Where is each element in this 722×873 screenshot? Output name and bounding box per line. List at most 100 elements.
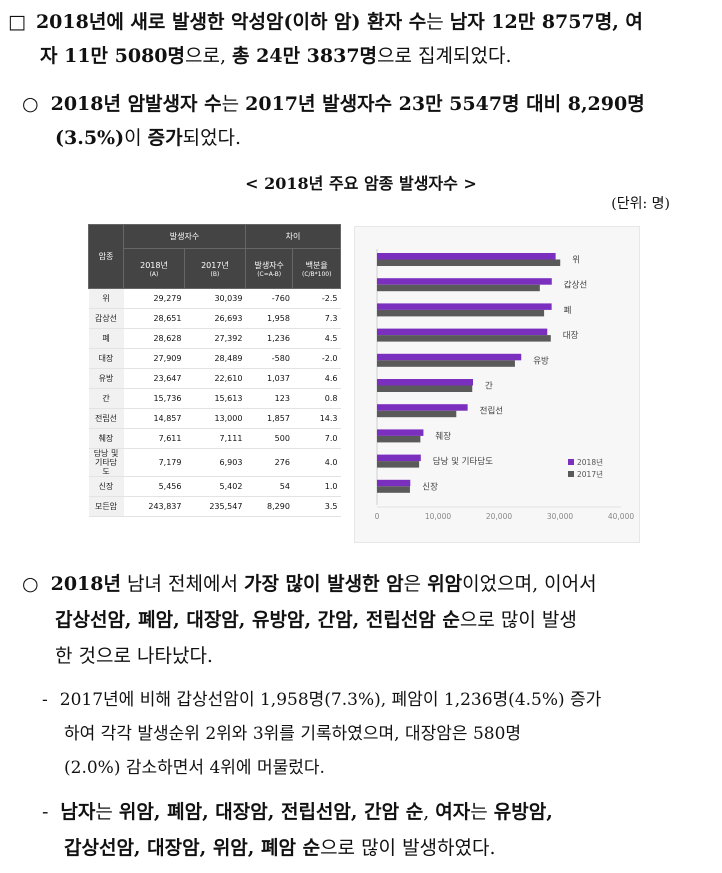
table-total-row: 모든암 243,837 235,547 8,290 3.5 <box>88 496 341 517</box>
cancer-name-cell: 모든암 <box>88 496 124 517</box>
value-cell: 7,111 <box>184 428 246 449</box>
p2-line-1: ○ 2018년 암발생자 수는 2017년 발생자수 23만 5547명 대비 8… <box>22 88 645 120</box>
bar-2018 <box>377 278 552 285</box>
value-cell: 5,456 <box>123 476 185 497</box>
unit-label: (단위: 명) <box>611 196 670 212</box>
value-cell: 276 <box>245 448 293 477</box>
category-label: 담낭 및 기타담도 <box>433 456 493 467</box>
circle-bullet-icon: ○ <box>22 93 39 115</box>
bar-2017 <box>377 461 420 468</box>
bar-2017 <box>377 284 540 292</box>
x-tick-label: 0 <box>375 512 380 521</box>
value-cell: 54 <box>245 476 293 497</box>
cancer-name-cell: 유방 <box>88 368 124 389</box>
legend-swatch <box>568 471 574 477</box>
cancer-name-cell: 신장 <box>88 476 124 497</box>
header-diff: 차이 <box>244 224 342 249</box>
value-cell: 235,547 <box>184 496 246 517</box>
p4-line-2: 하여 각각 발생순위 2위와 3위를 기록하였으며, 대장암은 580명 <box>64 724 522 744</box>
value-cell: 7,611 <box>123 428 185 449</box>
value-cell: 1,037 <box>245 368 293 389</box>
bar-2018 <box>377 353 522 361</box>
bar-2018 <box>377 429 424 436</box>
table-row: 전립선 14,857 13,000 1,857 14.3 <box>88 408 341 429</box>
bar-2017 <box>377 410 457 418</box>
legend-label: 2018년 <box>577 457 603 467</box>
bar-2017 <box>377 259 561 266</box>
header-count: 발생자수 <box>123 224 246 249</box>
bar-2018 <box>377 303 552 310</box>
table-row: 갑상선 28,651 26,693 1,958 7.3 <box>88 308 341 329</box>
bar-2018 <box>377 328 548 336</box>
p3-line-2: 갑상선암, 폐암, 대장암, 유방암, 간암, 전립선암 순으로 많이 발생 <box>55 609 577 631</box>
p4-line-3: (2.0%) 감소하면서 4위에 머물렀다. <box>64 758 325 778</box>
value-cell: -2.0 <box>292 348 341 369</box>
bar-2017 <box>377 486 410 493</box>
value-cell: 3.5 <box>292 496 341 517</box>
value-cell: -760 <box>245 288 293 309</box>
bar-2017 <box>377 435 421 443</box>
bar-2018 <box>377 404 468 411</box>
value-cell: 0.8 <box>292 388 341 409</box>
dash-bullet: - <box>42 690 48 710</box>
legend-label: 2017년 <box>577 469 603 479</box>
cancer-name-cell: 갑상선 <box>88 308 124 329</box>
bar-2017 <box>377 335 551 342</box>
table-row: 담낭 및 기타담도 7,179 6,903 276 4.0 <box>88 448 341 477</box>
cancer-name-cell: 췌장 <box>88 428 124 449</box>
value-cell: -2.5 <box>292 288 341 309</box>
table-row: 유방 23,647 22,610 1,037 4.6 <box>88 368 341 389</box>
table-row: 위 29,279 30,039 -760 -2.5 <box>88 288 341 309</box>
square-bullet-icon: □ <box>8 11 26 33</box>
value-cell: 1.0 <box>292 476 341 497</box>
cancer-name-cell: 대장 <box>88 348 124 369</box>
category-label: 전립선 <box>480 406 503 417</box>
value-cell: 15,613 <box>184 388 246 409</box>
legend-swatch <box>568 459 574 465</box>
value-cell: 4.0 <box>292 448 341 477</box>
value-cell: 29,279 <box>123 288 185 309</box>
header-diff-count: 발생자수 (C=A-B) <box>244 248 294 289</box>
value-cell: 4.5 <box>292 328 341 349</box>
x-tick-label: 40,000 <box>608 512 634 521</box>
bar-2017 <box>377 385 473 392</box>
value-cell: 123 <box>245 388 293 409</box>
header-2018: 2018년 (A) <box>123 248 185 289</box>
cancer-name-cell: 담낭 및 기타담도 <box>88 448 124 477</box>
bar-2018 <box>377 379 473 386</box>
cancer-incidence-table: 암종 발생자수 차이 2018년 (A) 2017년 (B) 발생자수 (C=A-B)… <box>88 224 342 517</box>
value-cell: 5,402 <box>184 476 246 497</box>
value-cell: 27,392 <box>184 328 246 349</box>
value-cell: 28,489 <box>184 348 246 369</box>
value-cell: 1,236 <box>245 328 293 349</box>
value-cell: 15,736 <box>123 388 185 409</box>
cancer-name-cell: 간 <box>88 388 124 409</box>
category-label: 대장 <box>563 330 579 341</box>
category-label: 간 <box>485 381 493 392</box>
value-cell: 28,651 <box>123 308 185 329</box>
table-title: < 2018년 주요 암종 발생자수 > <box>245 174 477 193</box>
bar-2018 <box>377 454 421 462</box>
value-cell: 7,179 <box>123 448 185 477</box>
value-cell: 243,837 <box>123 496 185 517</box>
header-cancer: 암종 <box>88 224 124 289</box>
header-pct: 백분율 (C/B*100) <box>292 248 341 289</box>
value-cell: 13,000 <box>184 408 246 429</box>
value-cell: 14.3 <box>292 408 341 429</box>
bar-2017 <box>377 309 545 317</box>
x-tick-label: 20,000 <box>486 512 512 521</box>
value-cell: 23,647 <box>123 368 185 389</box>
value-cell: 7.3 <box>292 308 341 329</box>
value-cell: 1,857 <box>245 408 293 429</box>
circle-bullet-icon: ○ <box>22 573 39 595</box>
category-label: 유방 <box>533 355 549 366</box>
table-row: 췌장 7,611 7,111 500 7.0 <box>88 428 341 449</box>
category-label: 신장 <box>422 481 438 492</box>
bar-2018 <box>377 253 556 260</box>
bar-2017 <box>377 360 515 367</box>
x-tick-label: 10,000 <box>425 512 451 521</box>
dash-bullet: - <box>42 801 49 823</box>
table-row: 신장 5,456 5,402 54 1.0 <box>88 476 341 497</box>
p5-line-2: 갑상선암, 대장암, 위암, 폐암 순으로 많이 발생하였다. <box>64 837 496 859</box>
bar-2018 <box>377 479 411 487</box>
